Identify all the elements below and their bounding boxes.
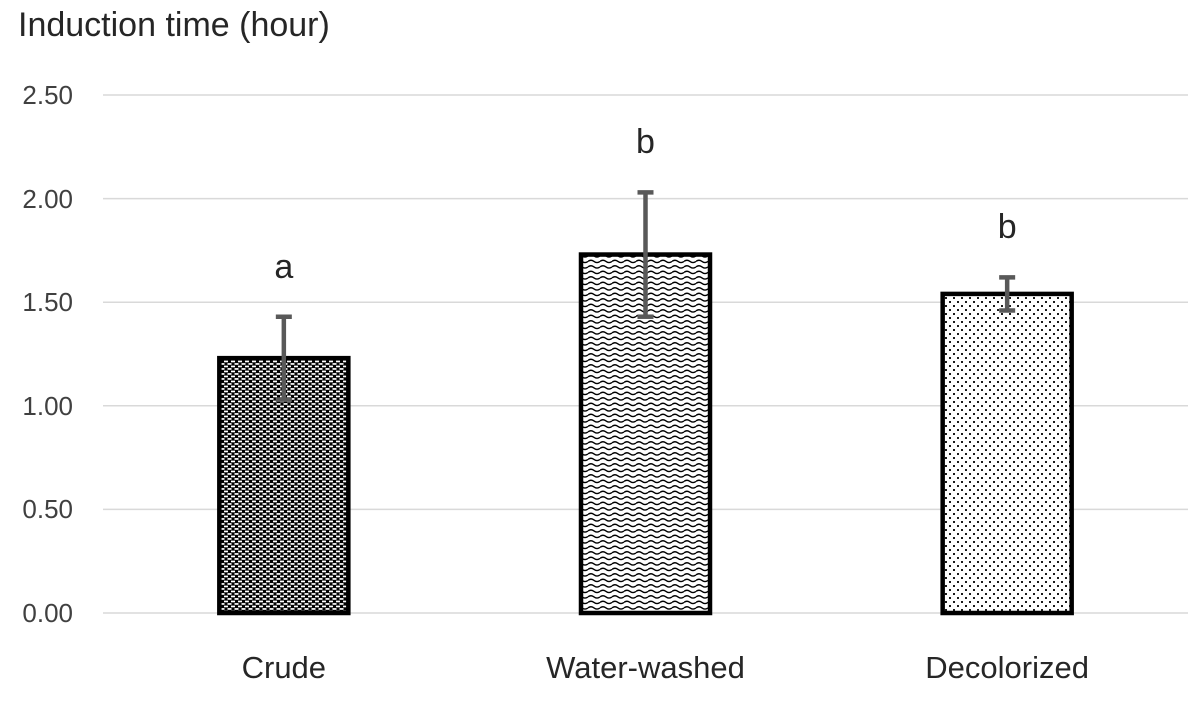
chart-title: Induction time (hour) [18,6,330,44]
y-axis-tick-label: 2.50 [22,80,73,110]
y-axis-tick-label: 1.50 [22,287,73,318]
x-category-label: Water-washed [546,650,745,685]
y-axis-tick-label: 1.00 [22,390,73,421]
error-bars [275,190,1016,402]
y-axis-tick-label: 0.00 [22,598,73,628]
significance-letter: b [997,208,1017,247]
y-axis-tick-label: 2.00 [22,183,73,214]
significance-letter: a [274,247,294,286]
bar-decolorized [940,291,1074,616]
y-axis-tick-label: 0.50 [22,494,73,525]
significance-letter: b [636,123,655,162]
x-category-label: Crude [241,650,327,685]
x-category-label: Decolorized [925,650,1089,685]
